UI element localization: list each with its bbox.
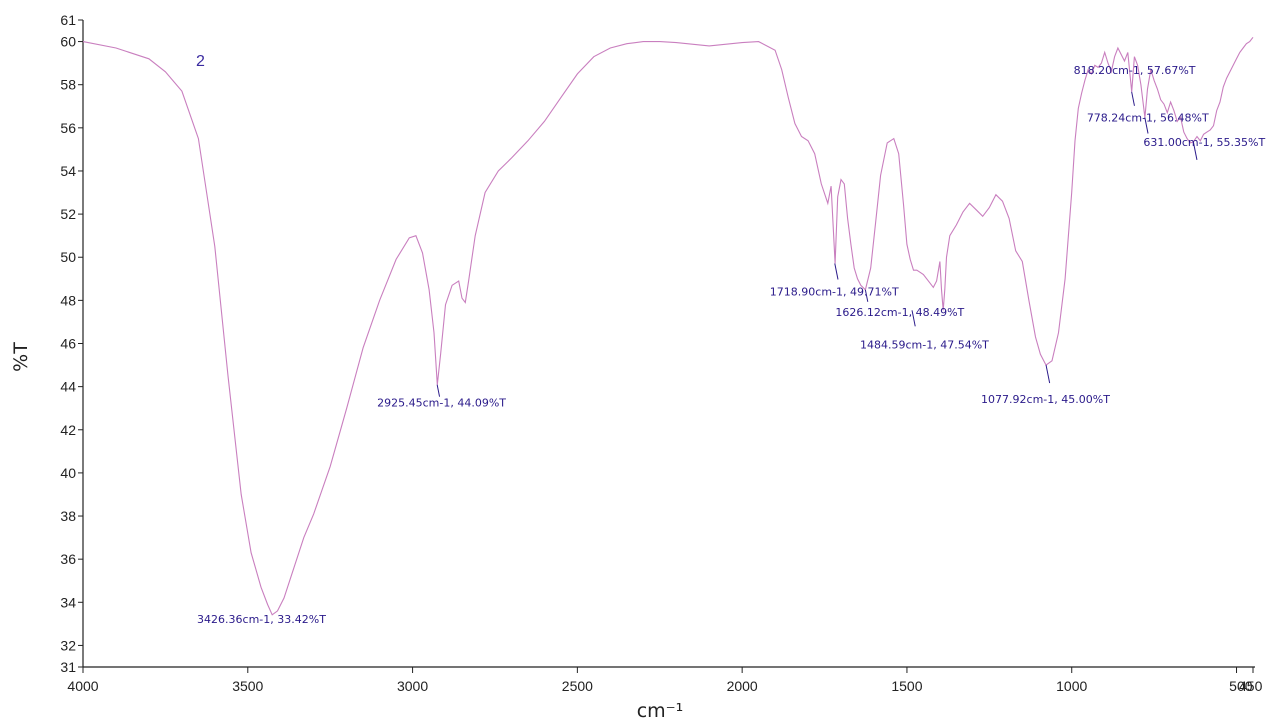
peak-label: 818.20cm-1, 57.67%T <box>1074 64 1196 77</box>
peak-annotations: 3426.36cm-1, 33.42%T 2925.45cm-1, 44.09%T… <box>197 64 1265 626</box>
x-tick-label: 2500 <box>562 678 593 694</box>
x-axis-title: cm⁻¹ <box>637 700 684 722</box>
peak-leader <box>864 289 869 302</box>
peak-label: 1718.90cm-1, 49.71%T <box>770 285 899 298</box>
y-tick-label: 36 <box>60 551 76 567</box>
spectrum-line <box>82 36 1254 616</box>
x-tick-label: 3500 <box>232 678 263 694</box>
y-tick-label: 54 <box>60 163 76 179</box>
y-tick-label: 60 <box>60 34 76 50</box>
y-tick-label: 40 <box>60 465 76 481</box>
x-tick-label: 1000 <box>1056 678 1087 694</box>
y-tick-label: 61 <box>60 12 76 28</box>
peak-label: 3426.36cm-1, 33.42%T <box>197 613 326 626</box>
y-tick-label: 56 <box>60 120 76 136</box>
y-tick-label: 42 <box>60 422 76 438</box>
x-tick-label: 4000 <box>67 678 98 694</box>
peak-leader <box>1045 364 1051 384</box>
series-label: 2 <box>196 53 205 70</box>
x-tick-label: 500 <box>1229 678 1253 694</box>
y-tick-label: 58 <box>60 77 76 93</box>
axes <box>82 20 1255 668</box>
x-tick-label: 1500 <box>891 678 922 694</box>
peak-leader <box>1131 91 1135 106</box>
y-axis-title: %T <box>10 342 32 372</box>
y-tick-label: 46 <box>60 336 76 352</box>
x-tick-label: 2000 <box>727 678 758 694</box>
y-tick-label: 38 <box>60 508 76 524</box>
peak-leader <box>1192 141 1198 160</box>
peak-label: 1626.12cm-1, 48.49%T <box>835 306 964 319</box>
plot-area <box>82 36 1254 616</box>
y-axis-ticks: 31 32 34 36 38 40 42 44 46 48 50 52 54 56 58 60 61 <box>60 12 83 675</box>
y-tick-label: 52 <box>60 206 76 222</box>
x-tick-label: 450 <box>1239 678 1263 694</box>
y-tick-label: 44 <box>60 379 76 395</box>
y-tick-label: 32 <box>60 637 76 653</box>
peak-label: 1077.92cm-1, 45.00%T <box>981 393 1110 406</box>
y-tick-label: 34 <box>60 594 76 610</box>
peak-leader <box>834 263 839 280</box>
peak-label: 631.00cm-1, 55.35%T <box>1143 136 1265 149</box>
peak-leader <box>1144 117 1149 134</box>
y-tick-label: 50 <box>60 249 76 265</box>
peak-label: 2925.45cm-1, 44.09%T <box>377 397 506 410</box>
y-tick-label: 48 <box>60 292 76 308</box>
x-tick-label: 3000 <box>397 678 428 694</box>
y-tick-label: 31 <box>60 659 76 675</box>
peak-label: 778.24cm-1, 56.48%T <box>1087 111 1209 124</box>
peak-label: 1484.59cm-1, 47.54%T <box>860 338 989 351</box>
peak-leader <box>436 384 441 397</box>
peak-leader <box>911 310 916 327</box>
